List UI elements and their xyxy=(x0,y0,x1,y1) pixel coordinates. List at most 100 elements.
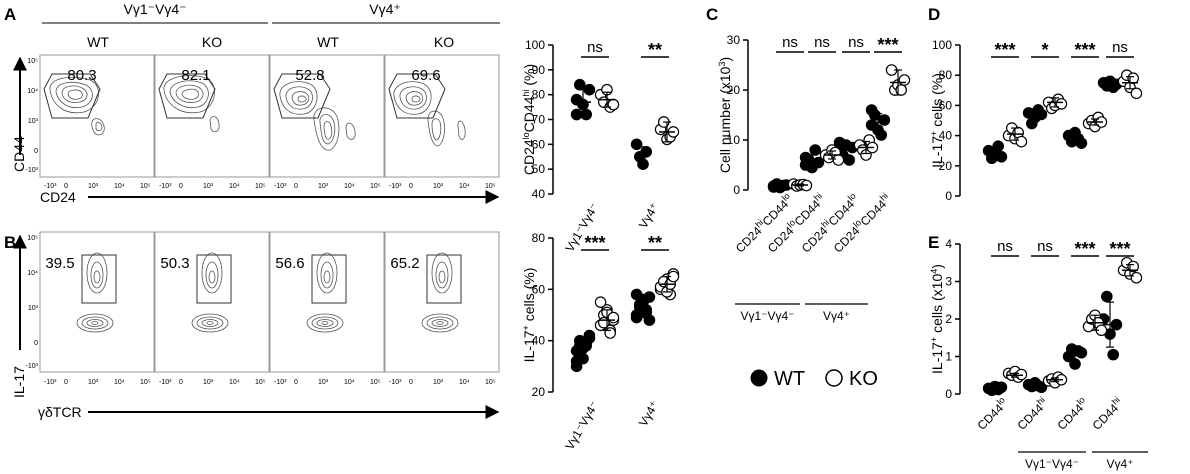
y-tick-label: 60 xyxy=(532,282,546,296)
gate-percent-a4: 69.6 xyxy=(411,67,440,84)
flow-b-xtick-10: 10⁵ xyxy=(255,379,266,386)
flow-plots-b: 39.5 50.3 56.6 65.2 10⁵ 10⁴ 10³ 0 -10³ -… xyxy=(11,231,500,420)
flow-a-ytick-2: 10⁴ xyxy=(27,88,38,95)
flow-a-xtick-8: 10³ xyxy=(203,183,214,190)
flow-a-xtick-10: 10⁵ xyxy=(255,183,266,190)
x-category-label: CD44lo xyxy=(1053,395,1091,433)
flow-b-xtick-8: 10³ xyxy=(203,379,214,386)
flow-b-xtick-11: -10³ xyxy=(274,379,287,386)
ko-point xyxy=(832,154,845,166)
flow-plots-a: 80.3 82.1 52.8 69.6 10⁵ 10⁴ 10³ 0 -10³ -… xyxy=(11,54,500,205)
flow-b-xtick-20: 10⁵ xyxy=(485,379,496,386)
chart-E-scatter: 0 1 2 3 4IL-17+ cells (x104) ns ns *** *** CD44lo… xyxy=(929,237,1148,471)
legend: WT KO xyxy=(750,368,878,390)
wt-point xyxy=(573,78,586,91)
flow-plot-frame-b2 xyxy=(154,231,270,373)
genotype-label-2: KO xyxy=(202,34,222,50)
flow-b-xtick-15: 10⁵ xyxy=(370,379,381,386)
flow-plot-frame-a3 xyxy=(269,54,385,178)
wt-point xyxy=(809,144,821,156)
gate-a4 xyxy=(388,73,446,119)
significance-label: *** xyxy=(994,40,1015,60)
flow-a-xtick-1: -10³ xyxy=(44,183,57,190)
flow-b-ytick-1: 10⁵ xyxy=(27,235,38,242)
flow-a-xtick-18: 10³ xyxy=(433,183,444,190)
gate-b4 xyxy=(426,254,462,304)
flow-b-ytick-5: -10³ xyxy=(26,363,39,370)
flow-a-ytick-1: 10⁵ xyxy=(27,58,38,65)
flow-b-xtick-6: -10³ xyxy=(159,379,172,386)
wt-point xyxy=(833,136,846,149)
y-tick-label: 60 xyxy=(532,137,546,151)
wt-point xyxy=(812,156,825,169)
significance-label: ns xyxy=(848,34,864,51)
y-tick-label: 20 xyxy=(532,385,546,399)
y-axis-label: CD24loCD44hi (%) xyxy=(521,64,537,175)
flow-a-xtick-12: 0 xyxy=(294,183,298,190)
flow-plot-frame-b4 xyxy=(384,231,500,373)
contours-a2 xyxy=(163,75,220,133)
group-label: Vγ1⁻Vγ4⁻ xyxy=(1025,457,1079,471)
gate-a3 xyxy=(273,73,331,119)
wt-point xyxy=(878,114,891,126)
flow-a-y-ticks: 10⁵ 10⁴ 10³ 0 -10³ xyxy=(26,58,39,174)
y-tick-label: 60 xyxy=(939,98,953,112)
contours-b4 xyxy=(421,252,459,333)
group-label: Vγ4⁺ xyxy=(1106,457,1133,471)
wt-point xyxy=(570,355,583,367)
wt-point xyxy=(995,381,1008,394)
contours-a1 xyxy=(49,76,105,136)
gate-percent-a1: 80.3 xyxy=(67,67,96,84)
significance-label: ns xyxy=(997,238,1013,255)
gate-percent-b2: 50.3 xyxy=(160,255,189,272)
significance-label: *** xyxy=(1074,40,1095,60)
flow-a-x-axis-label: CD24 xyxy=(40,189,76,205)
significance-label: *** xyxy=(1109,239,1130,259)
significance-label: ns xyxy=(587,39,603,56)
wt-point xyxy=(1075,137,1088,149)
flow-b-xtick-19: 10⁴ xyxy=(459,379,470,386)
flow-a-ytick-5: -10³ xyxy=(26,167,39,174)
flow-plot-frame-b1 xyxy=(39,231,155,373)
flow-a-xtick-16: -10³ xyxy=(389,183,402,190)
y-tick-label: 0 xyxy=(733,183,740,197)
flow-a-xtick-15: 10⁵ xyxy=(370,183,381,190)
flow-plot-frame-a4 xyxy=(384,54,500,178)
x-category-label: CD44hi xyxy=(1088,395,1126,433)
group-label: Vγ4⁺ xyxy=(823,309,850,323)
flow-b-ytick-4: 0 xyxy=(34,340,38,347)
legend-wt-marker xyxy=(750,369,768,387)
significance-label: ns xyxy=(782,34,798,51)
significance-label: *** xyxy=(1074,239,1095,259)
panel-label-e: E xyxy=(928,233,939,252)
y-axis-label: Cell number (x103) xyxy=(717,57,733,173)
panel-label-b: B xyxy=(4,233,16,252)
contours-a4 xyxy=(393,81,466,147)
flow-a-xtick-3: 10³ xyxy=(88,183,99,190)
flow-b-xtick-17: 0 xyxy=(409,379,413,386)
flow-b-xtick-5: 10⁵ xyxy=(140,379,151,386)
gate-b2 xyxy=(196,254,232,304)
significance-label: * xyxy=(1041,40,1048,60)
panel-label-c: C xyxy=(706,5,718,24)
wt-point xyxy=(1035,108,1048,121)
x-category-label: CD44hi xyxy=(1013,395,1051,433)
ko-point xyxy=(1130,87,1143,100)
flow-a-xtick-14: 10⁴ xyxy=(344,183,355,190)
flow-b-xtick-7: 0 xyxy=(179,379,183,386)
gate-percent-b4: 65.2 xyxy=(390,255,419,272)
y-tick-label: 20 xyxy=(939,159,953,173)
genotype-label-1: WT xyxy=(87,34,109,50)
ko-point xyxy=(1015,135,1028,148)
flow-a-xtick-4: 10⁴ xyxy=(114,183,125,190)
flow-b-xtick-12: 0 xyxy=(294,379,298,386)
x-category-label: CD44lo xyxy=(973,395,1011,433)
ko-point xyxy=(594,296,607,308)
genotype-label-4: KO xyxy=(434,34,454,50)
gate-b1 xyxy=(81,254,117,304)
y-tick-label: 100 xyxy=(932,38,952,52)
significance-label: ns xyxy=(1037,238,1053,255)
